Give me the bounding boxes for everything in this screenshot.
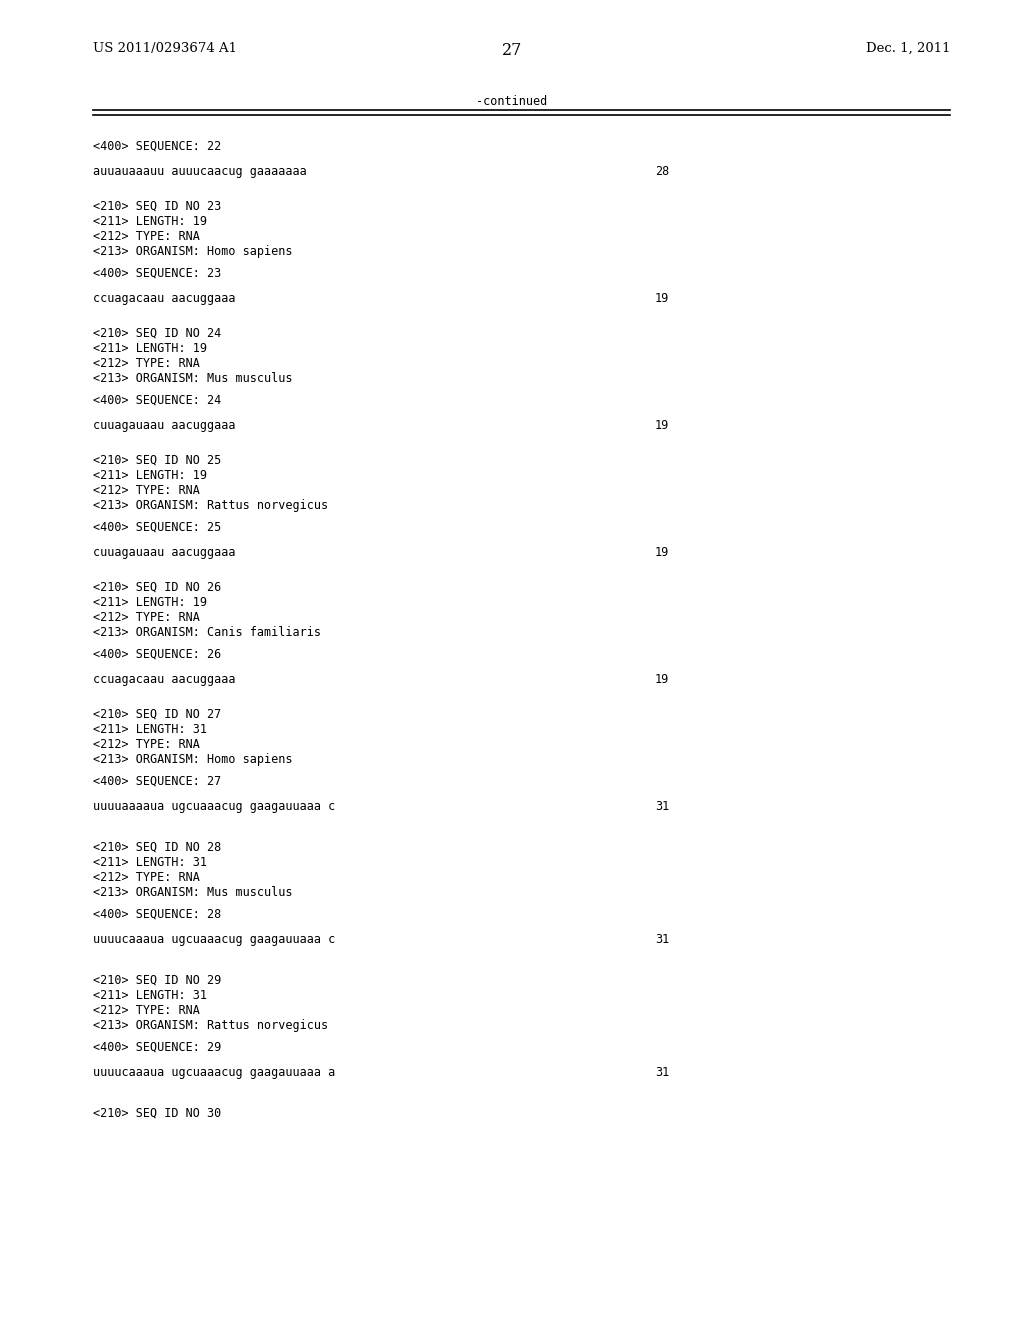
Text: 19: 19 (655, 418, 670, 432)
Text: ccuagacaau aacuggaaa: ccuagacaau aacuggaaa (93, 292, 236, 305)
Text: <210> SEQ ID NO 30: <210> SEQ ID NO 30 (93, 1107, 221, 1119)
Text: <213> ORGANISM: Rattus norvegicus: <213> ORGANISM: Rattus norvegicus (93, 499, 328, 512)
Text: 19: 19 (655, 546, 670, 558)
Text: uuuucaaaua ugcuaaacug gaagauuaaa a: uuuucaaaua ugcuaaacug gaagauuaaa a (93, 1067, 335, 1078)
Text: <211> LENGTH: 19: <211> LENGTH: 19 (93, 342, 207, 355)
Text: <210> SEQ ID NO 25: <210> SEQ ID NO 25 (93, 454, 221, 467)
Text: <212> TYPE: RNA: <212> TYPE: RNA (93, 1005, 200, 1016)
Text: 27: 27 (502, 42, 522, 59)
Text: 19: 19 (655, 673, 670, 686)
Text: <400> SEQUENCE: 26: <400> SEQUENCE: 26 (93, 648, 221, 661)
Text: -continued: -continued (476, 95, 548, 108)
Text: <212> TYPE: RNA: <212> TYPE: RNA (93, 356, 200, 370)
Text: 28: 28 (655, 165, 670, 178)
Text: <213> ORGANISM: Mus musculus: <213> ORGANISM: Mus musculus (93, 372, 293, 385)
Text: uuuucaaaua ugcuaaacug gaagauuaaa c: uuuucaaaua ugcuaaacug gaagauuaaa c (93, 933, 335, 946)
Text: cuuagauaau aacuggaaa: cuuagauaau aacuggaaa (93, 546, 236, 558)
Text: <400> SEQUENCE: 28: <400> SEQUENCE: 28 (93, 908, 221, 921)
Text: US 2011/0293674 A1: US 2011/0293674 A1 (93, 42, 237, 55)
Text: <400> SEQUENCE: 23: <400> SEQUENCE: 23 (93, 267, 221, 280)
Text: <213> ORGANISM: Homo sapiens: <213> ORGANISM: Homo sapiens (93, 246, 293, 257)
Text: uuuuaaaaua ugcuaaacug gaagauuaaa c: uuuuaaaaua ugcuaaacug gaagauuaaa c (93, 800, 335, 813)
Text: ccuagacaau aacuggaaa: ccuagacaau aacuggaaa (93, 673, 236, 686)
Text: Dec. 1, 2011: Dec. 1, 2011 (865, 42, 950, 55)
Text: 19: 19 (655, 292, 670, 305)
Text: <210> SEQ ID NO 26: <210> SEQ ID NO 26 (93, 581, 221, 594)
Text: <211> LENGTH: 19: <211> LENGTH: 19 (93, 597, 207, 609)
Text: <210> SEQ ID NO 28: <210> SEQ ID NO 28 (93, 841, 221, 854)
Text: <211> LENGTH: 31: <211> LENGTH: 31 (93, 723, 207, 737)
Text: 31: 31 (655, 933, 670, 946)
Text: <400> SEQUENCE: 29: <400> SEQUENCE: 29 (93, 1041, 221, 1053)
Text: <213> ORGANISM: Homo sapiens: <213> ORGANISM: Homo sapiens (93, 752, 293, 766)
Text: <400> SEQUENCE: 24: <400> SEQUENCE: 24 (93, 393, 221, 407)
Text: <212> TYPE: RNA: <212> TYPE: RNA (93, 484, 200, 498)
Text: <211> LENGTH: 19: <211> LENGTH: 19 (93, 469, 207, 482)
Text: <213> ORGANISM: Canis familiaris: <213> ORGANISM: Canis familiaris (93, 626, 321, 639)
Text: 31: 31 (655, 1067, 670, 1078)
Text: <211> LENGTH: 31: <211> LENGTH: 31 (93, 855, 207, 869)
Text: <210> SEQ ID NO 27: <210> SEQ ID NO 27 (93, 708, 221, 721)
Text: <211> LENGTH: 19: <211> LENGTH: 19 (93, 215, 207, 228)
Text: <212> TYPE: RNA: <212> TYPE: RNA (93, 738, 200, 751)
Text: <400> SEQUENCE: 25: <400> SEQUENCE: 25 (93, 521, 221, 535)
Text: <212> TYPE: RNA: <212> TYPE: RNA (93, 871, 200, 884)
Text: <210> SEQ ID NO 23: <210> SEQ ID NO 23 (93, 201, 221, 213)
Text: auuauaaauu auuucaacug gaaaaaaa: auuauaaauu auuucaacug gaaaaaaa (93, 165, 307, 178)
Text: <400> SEQUENCE: 22: <400> SEQUENCE: 22 (93, 140, 221, 153)
Text: <212> TYPE: RNA: <212> TYPE: RNA (93, 230, 200, 243)
Text: cuuagauaau aacuggaaa: cuuagauaau aacuggaaa (93, 418, 236, 432)
Text: <400> SEQUENCE: 27: <400> SEQUENCE: 27 (93, 775, 221, 788)
Text: 31: 31 (655, 800, 670, 813)
Text: <213> ORGANISM: Rattus norvegicus: <213> ORGANISM: Rattus norvegicus (93, 1019, 328, 1032)
Text: <211> LENGTH: 31: <211> LENGTH: 31 (93, 989, 207, 1002)
Text: <212> TYPE: RNA: <212> TYPE: RNA (93, 611, 200, 624)
Text: <210> SEQ ID NO 24: <210> SEQ ID NO 24 (93, 327, 221, 341)
Text: <210> SEQ ID NO 29: <210> SEQ ID NO 29 (93, 974, 221, 987)
Text: <213> ORGANISM: Mus musculus: <213> ORGANISM: Mus musculus (93, 886, 293, 899)
